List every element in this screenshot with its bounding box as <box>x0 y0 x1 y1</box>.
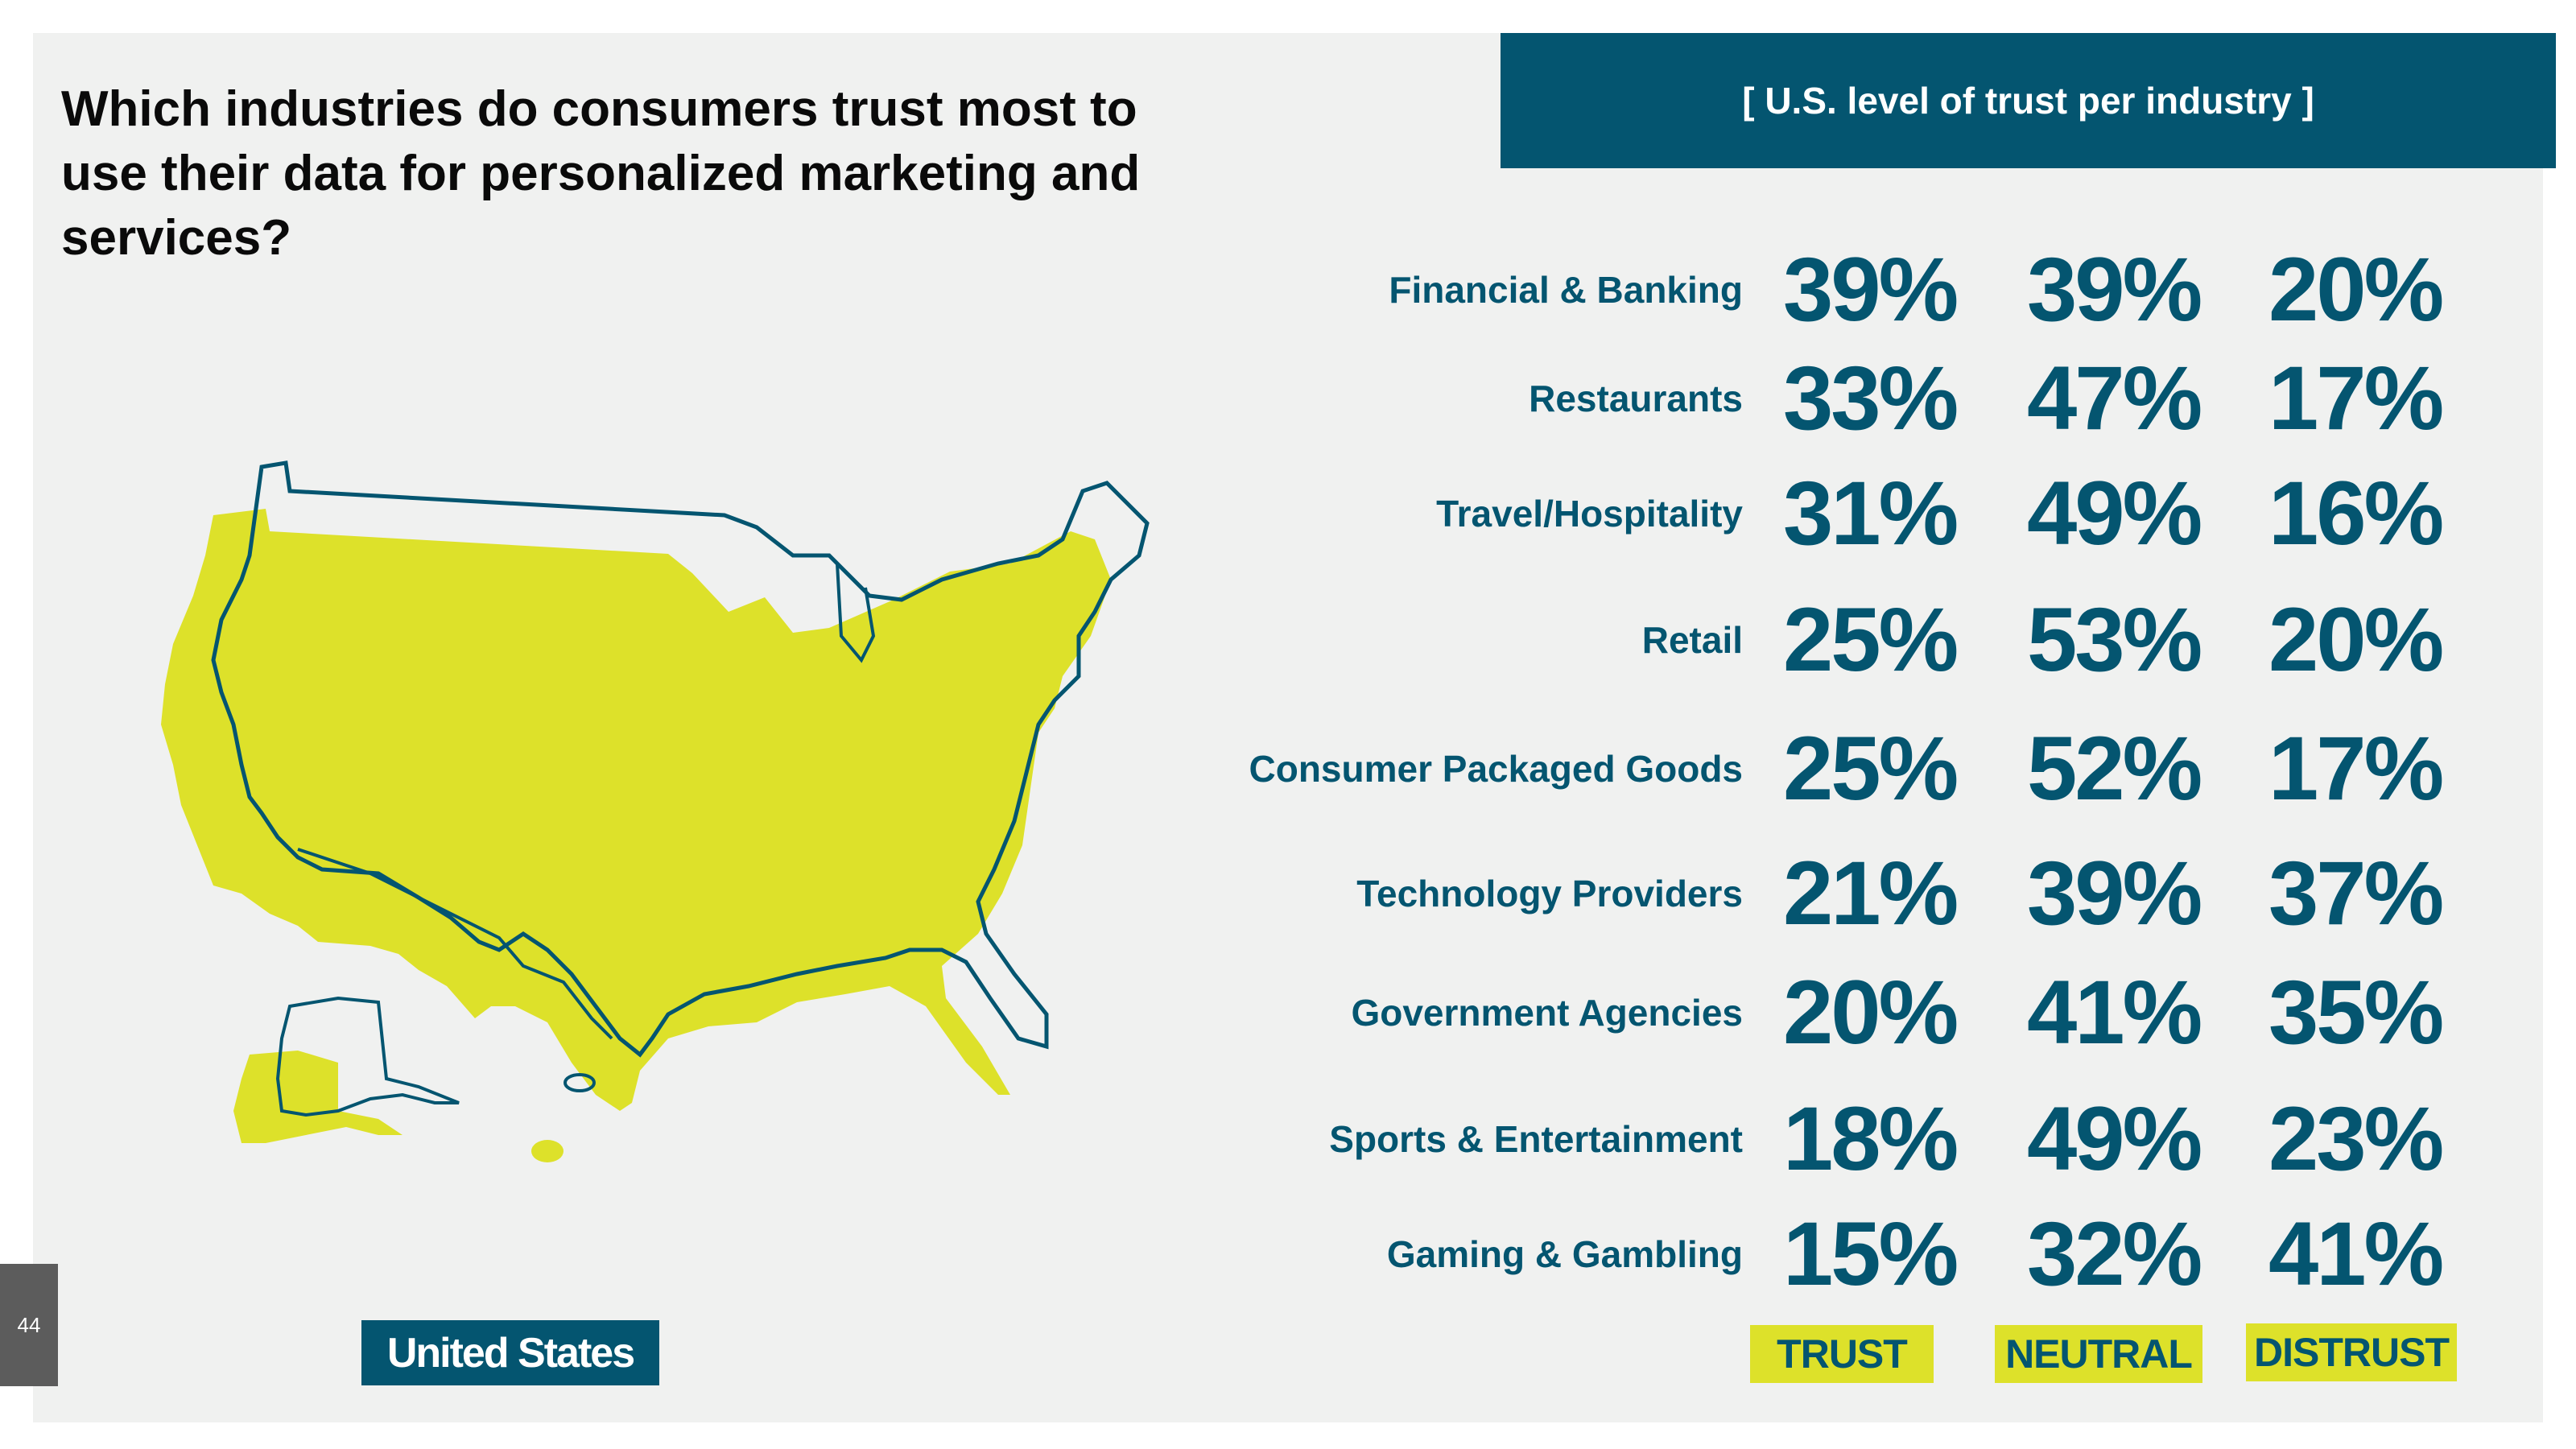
us-map-outline <box>211 460 1150 1058</box>
distrust-value: 35% <box>2268 962 2444 1063</box>
us-map-fill <box>161 509 1111 1111</box>
neutral-value: 52% <box>2027 718 2202 819</box>
distrust-value: 23% <box>2268 1088 2444 1189</box>
industry-label: Sports & Entertainment <box>1329 1118 1743 1160</box>
trust-value: 31% <box>1783 463 1959 564</box>
trust-value: 25% <box>1783 718 1959 819</box>
legend-distrust: DISTRUST <box>2246 1323 2457 1381</box>
trust-value: 33% <box>1783 348 1959 448</box>
industry-row: Restaurants 33% 47% 17% <box>1151 342 2560 455</box>
industry-label: Restaurants <box>1529 378 1743 419</box>
question-title: Which industries do consumers trust most… <box>61 81 1141 266</box>
neutral-value: 39% <box>2027 843 2202 943</box>
industry-row: Financial & Banking 39% 39% 20% <box>1151 233 2560 346</box>
distrust-value: 17% <box>2268 348 2444 448</box>
distrust-value: 20% <box>2268 239 2444 340</box>
trust-value: 20% <box>1783 962 1959 1063</box>
industry-label: Retail <box>1641 619 1743 661</box>
trust-value: 21% <box>1783 843 1959 943</box>
neutral-value: 47% <box>2027 348 2202 448</box>
trust-value: 39% <box>1783 239 1959 340</box>
neutral-value: 32% <box>2027 1203 2202 1304</box>
alaska-outline <box>275 996 460 1117</box>
industry-row: Sports & Entertainment 18% 49% 23% <box>1151 1083 2560 1195</box>
industry-label: Gaming & Gambling <box>1386 1233 1743 1275</box>
us-map-border-mexico <box>297 848 613 1040</box>
hawaii-outline <box>564 1073 596 1092</box>
neutral-value: 39% <box>2027 239 2202 340</box>
country-label: United States <box>361 1320 659 1385</box>
industry-row: Government Agencies 20% 41% 35% <box>1151 956 2560 1069</box>
industry-row: Travel/Hospitality 31% 49% 16% <box>1151 457 2560 570</box>
industry-label: Consumer Packaged Goods <box>1249 748 1744 790</box>
industry-label: Travel/Hospitality <box>1436 493 1743 535</box>
legend-trust: TRUST <box>1750 1325 1934 1383</box>
alaska-fill <box>233 1051 402 1143</box>
industry-row: Consumer Packaged Goods 25% 52% 17% <box>1151 712 2560 825</box>
industry-row: Technology Providers 21% 39% 37% <box>1151 837 2560 950</box>
industry-label: Financial & Banking <box>1389 269 1743 311</box>
distrust-value: 16% <box>2268 463 2444 564</box>
distrust-value: 41% <box>2268 1203 2444 1304</box>
distrust-value: 20% <box>2268 589 2444 690</box>
legend-neutral: NEUTRAL <box>1995 1325 2202 1383</box>
industry-row: Retail 25% 53% 20% <box>1151 584 2560 696</box>
trust-value: 18% <box>1783 1088 1959 1189</box>
industry-label: Technology Providers <box>1356 873 1743 914</box>
table-header-banner: [ U.S. level of trust per industry ] <box>1501 33 2556 168</box>
neutral-value: 53% <box>2027 589 2202 690</box>
trust-value: 15% <box>1783 1203 1959 1304</box>
distrust-value: 17% <box>2268 718 2444 819</box>
us-map-border-canada <box>836 563 876 663</box>
trust-value: 25% <box>1783 589 1959 690</box>
neutral-value: 41% <box>2027 962 2202 1063</box>
industry-label: Government Agencies <box>1351 992 1743 1034</box>
us-map-icon <box>161 460 1150 1162</box>
neutral-value: 49% <box>2027 463 2202 564</box>
distrust-value: 37% <box>2268 843 2444 943</box>
hawaii-fill <box>531 1140 564 1162</box>
page-number: 44 <box>0 1264 58 1386</box>
industry-row: Gaming & Gambling 15% 32% 41% <box>1151 1198 2560 1311</box>
neutral-value: 49% <box>2027 1088 2202 1189</box>
